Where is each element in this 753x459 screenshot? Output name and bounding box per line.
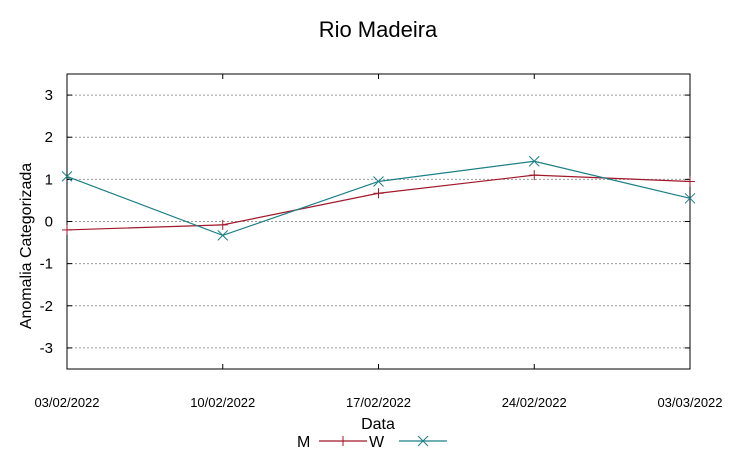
series-w-point (684, 192, 696, 204)
legend-label: W (369, 434, 385, 451)
series-m-point (62, 224, 72, 235)
series-m-point (529, 170, 540, 181)
marker-stroke (417, 435, 429, 447)
marker-stroke (373, 176, 384, 187)
x-tick-label: 03/03/2022 (657, 395, 722, 410)
series-w-point (373, 176, 384, 187)
marker-stroke (61, 171, 73, 182)
series-m (62, 170, 695, 235)
chart-title: Rio Madeira (319, 17, 438, 42)
y-tick-label: 0 (45, 214, 53, 231)
series-w-point (528, 155, 540, 167)
legend-item-w: W (369, 434, 447, 451)
legend-swatch-marker (338, 436, 348, 446)
legend-swatch-marker (417, 435, 429, 447)
series-m-point (685, 176, 695, 187)
series-m-point (373, 188, 384, 199)
y-tick-label: 1 (45, 171, 53, 188)
legend-item-m: M (297, 434, 367, 451)
x-tick-label: 03/02/2022 (34, 395, 99, 410)
legend-label: M (297, 434, 310, 451)
y-tick-label: 2 (45, 129, 53, 146)
x-axis-label: Data (361, 416, 395, 433)
x-tick-label: 24/02/2022 (502, 395, 567, 410)
y-tick-label: -1 (40, 256, 53, 273)
marker-stroke (528, 155, 540, 167)
series-w-point (217, 230, 229, 241)
grid (67, 94, 690, 349)
y-tick-label: -3 (40, 340, 53, 357)
series-w (61, 155, 696, 241)
y-tick-label: -2 (40, 298, 53, 315)
marker-stroke (217, 230, 229, 241)
y-axis: 3 2 1 0 -1 -2 -3 (40, 87, 690, 357)
marker-stroke (684, 192, 696, 204)
y-tick-label: 3 (45, 87, 53, 104)
series-w-point (61, 171, 73, 182)
y-axis-label: Anomalia Categorizada (18, 163, 35, 329)
series-layer (61, 155, 696, 241)
x-tick-label: 17/02/2022 (346, 395, 411, 410)
series-m-point (217, 219, 228, 230)
x-axis: 03/02/2022 10/02/2022 17/02/2022 24/02/2022… (34, 74, 723, 410)
series-w-line (66, 160, 691, 237)
x-tick-label: 10/02/2022 (190, 395, 255, 410)
